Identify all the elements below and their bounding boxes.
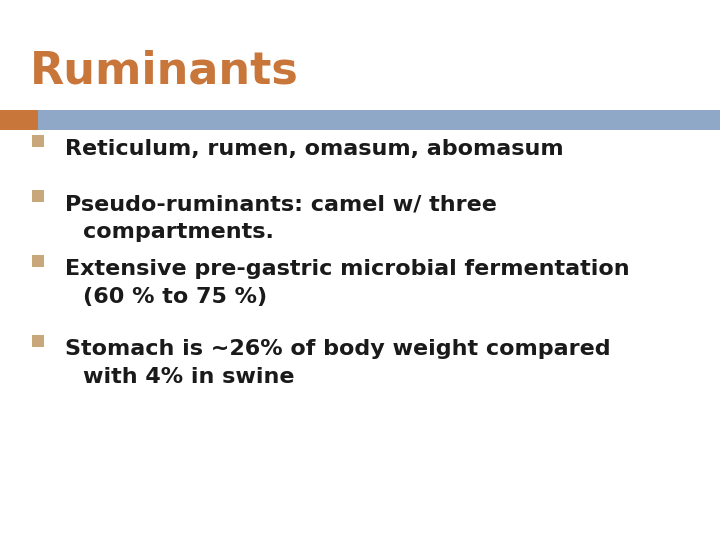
Bar (32, 335, 44, 347)
Bar (32, 135, 44, 147)
Text: compartments.: compartments. (83, 222, 274, 242)
Bar (32, 190, 44, 202)
Text: Reticulum, rumen, omasum, abomasum: Reticulum, rumen, omasum, abomasum (65, 139, 564, 159)
Text: Stomach is ~26% of body weight compared: Stomach is ~26% of body weight compared (65, 339, 611, 359)
Bar (32, 255, 44, 267)
Text: Pseudo-ruminants: camel w/ three: Pseudo-ruminants: camel w/ three (65, 194, 497, 214)
Text: with 4% in swine: with 4% in swine (83, 367, 294, 387)
Bar (0, 110, 38, 130)
Text: Ruminants: Ruminants (30, 50, 299, 93)
Text: (60 % to 75 %): (60 % to 75 %) (83, 287, 267, 307)
Text: Extensive pre-gastric microbial fermentation: Extensive pre-gastric microbial fermenta… (65, 259, 629, 279)
Bar (38, 110, 720, 130)
